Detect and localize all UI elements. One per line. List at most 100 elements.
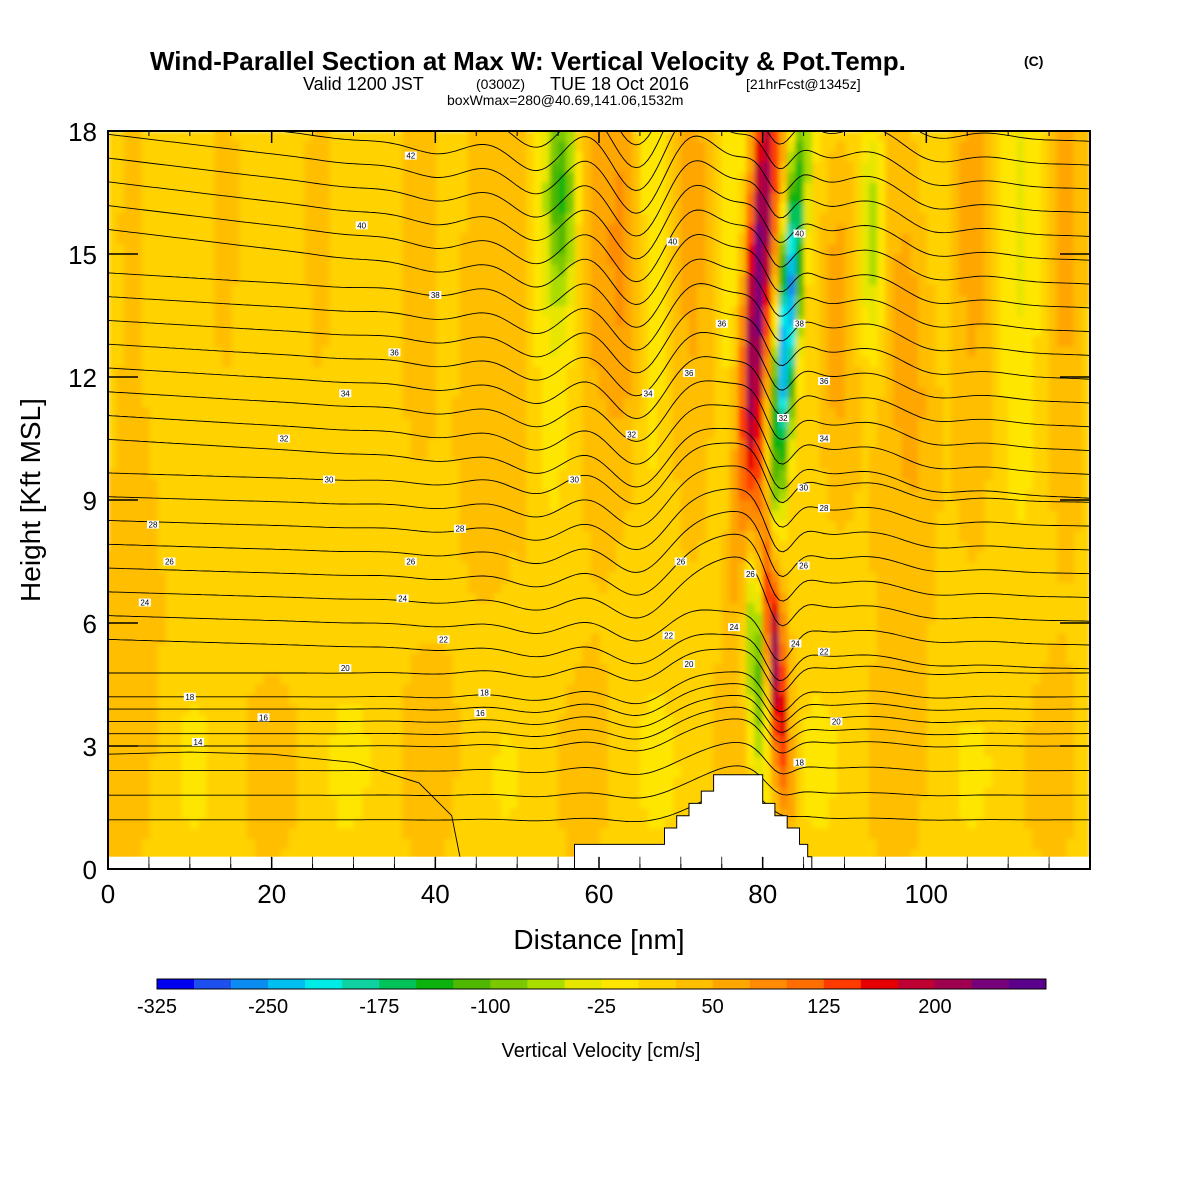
plot-frame (107, 130, 1091, 870)
contour-label: 26 (165, 558, 174, 567)
contour-label: 32 (627, 430, 636, 439)
colorbar-swatch (157, 979, 195, 989)
colorbar-tick-label: 50 (701, 996, 723, 1018)
contour-label: 36 (717, 320, 726, 329)
x-tick-label: 0 (101, 879, 115, 909)
title-mark: (C) (1024, 53, 1043, 69)
contour-label-bg (396, 594, 409, 603)
contour-label: 30 (325, 476, 334, 485)
y-tick-labels: 0 3 6 9 12 15 18 (68, 117, 97, 885)
contour-label: 28 (820, 504, 829, 513)
theta-contour-line (108, 510, 1090, 578)
contour-label-bg (818, 377, 830, 386)
contour-label-bg (777, 414, 790, 422)
contour-label: 20 (341, 664, 350, 673)
contour-label: 42 (406, 152, 415, 161)
contour-label-bg (453, 524, 466, 533)
contour-label: 26 (406, 558, 415, 567)
colorbar-swatch (971, 979, 1010, 989)
theta-contour-line (108, 157, 1090, 237)
contour-label-bg (339, 664, 352, 673)
colorbar-swatch (268, 979, 306, 989)
theta-contour-line (108, 633, 1090, 681)
colorbar-swatch (786, 979, 824, 989)
theta-contour-line (108, 427, 1090, 499)
theta-contour-line (108, 556, 1090, 627)
contour-label: 38 (431, 291, 440, 300)
colorbar-swatch (490, 979, 528, 989)
colorbar (156, 978, 1047, 990)
x-tick-label: 40 (421, 879, 450, 909)
contour-label: 36 (685, 369, 694, 378)
terrain-profile (574, 774, 813, 869)
theta-contour-line (108, 706, 1090, 744)
contour-label-bg (388, 348, 401, 357)
contour-label-bg (797, 483, 810, 492)
contour-label-bg (429, 291, 442, 299)
contour-label-bg (666, 237, 679, 246)
contour-label: 26 (676, 558, 685, 567)
theta-contour-line (108, 331, 1090, 404)
contour-label: 32 (279, 435, 288, 444)
subtitle-forecast: [21hrFcst@1345z] (746, 76, 861, 92)
contour-label-bg (474, 709, 487, 718)
x-tick-label: 20 (257, 879, 286, 909)
contour-label-bg (793, 758, 806, 767)
contour-label-bg (339, 389, 352, 398)
colorbar-swatch (860, 979, 899, 989)
contour-label-bg (478, 688, 491, 697)
colorbar-tick-label: -25 (587, 996, 616, 1018)
contour-label: 34 (341, 389, 350, 398)
theta-contour-line (108, 133, 1090, 214)
x-tick-label: 60 (585, 879, 614, 909)
theta-contour-line (108, 648, 1090, 693)
contour-label-bg (674, 557, 687, 566)
contour-label: 20 (685, 660, 694, 669)
colorbar-swatch (305, 979, 343, 989)
contour-label: 14 (194, 738, 203, 747)
contour-label: 26 (746, 570, 755, 579)
contour-label: 38 (795, 320, 804, 329)
contour-label: 18 (480, 689, 489, 698)
y-tick-label: 6 (83, 609, 97, 639)
colorbar-tick-label: -325 (137, 996, 177, 1018)
contour-label: 40 (357, 221, 366, 230)
theta-contour-line (108, 765, 1090, 799)
contour-label: 36 (390, 348, 399, 357)
contour-label: 24 (140, 599, 149, 608)
theta-contour-line (108, 380, 1090, 452)
contour-label-bg (818, 504, 830, 513)
colorbar-tick-label: 125 (807, 996, 840, 1018)
theta-contour-line (108, 228, 1090, 309)
subtitle-date: TUE 18 Oct 2016 (550, 74, 689, 94)
contour-label-bg (277, 434, 290, 443)
contour-label: 20 (832, 717, 841, 726)
contour-label: 24 (398, 594, 407, 603)
contour-label-bg (793, 229, 806, 238)
contour-label-bg (683, 660, 695, 668)
box-info: boxWmax=280@40.69,141.06,1532m (447, 92, 683, 108)
contour-label: 30 (570, 476, 579, 485)
contour-label-bg (683, 368, 695, 377)
contour-label-bg (183, 692, 196, 701)
colorbar-tick-label: -175 (359, 996, 399, 1018)
contour-label-bg (830, 717, 843, 726)
y-tick-label: 3 (83, 732, 97, 762)
contour-label-bg (163, 557, 176, 566)
contour-label: 26 (799, 562, 808, 571)
x-tick-labels: 0 20 40 60 80 100 (101, 879, 948, 909)
contour-label: 18 (185, 693, 194, 702)
theta-contour-line (108, 751, 461, 869)
colorbar-tick-label: -100 (470, 996, 510, 1018)
contour-label: 18 (795, 758, 804, 767)
contour-label: 22 (820, 648, 829, 657)
contour-label-bg (355, 221, 368, 230)
contour-label: 24 (730, 623, 739, 632)
colorbar-title: Vertical Velocity [cm/s] (502, 1040, 701, 1062)
subtitle-valid: Valid 1200 JST (303, 74, 424, 94)
vertical-velocity-field (108, 131, 1090, 869)
y-axis-label: Height [Kft MSL] (15, 398, 46, 602)
theta-contour-line (108, 258, 1090, 333)
colorbar-tick-labels: -325 -250 -175 -100 -25 50 125 200 (137, 996, 952, 1018)
contour-label: 24 (791, 640, 800, 649)
